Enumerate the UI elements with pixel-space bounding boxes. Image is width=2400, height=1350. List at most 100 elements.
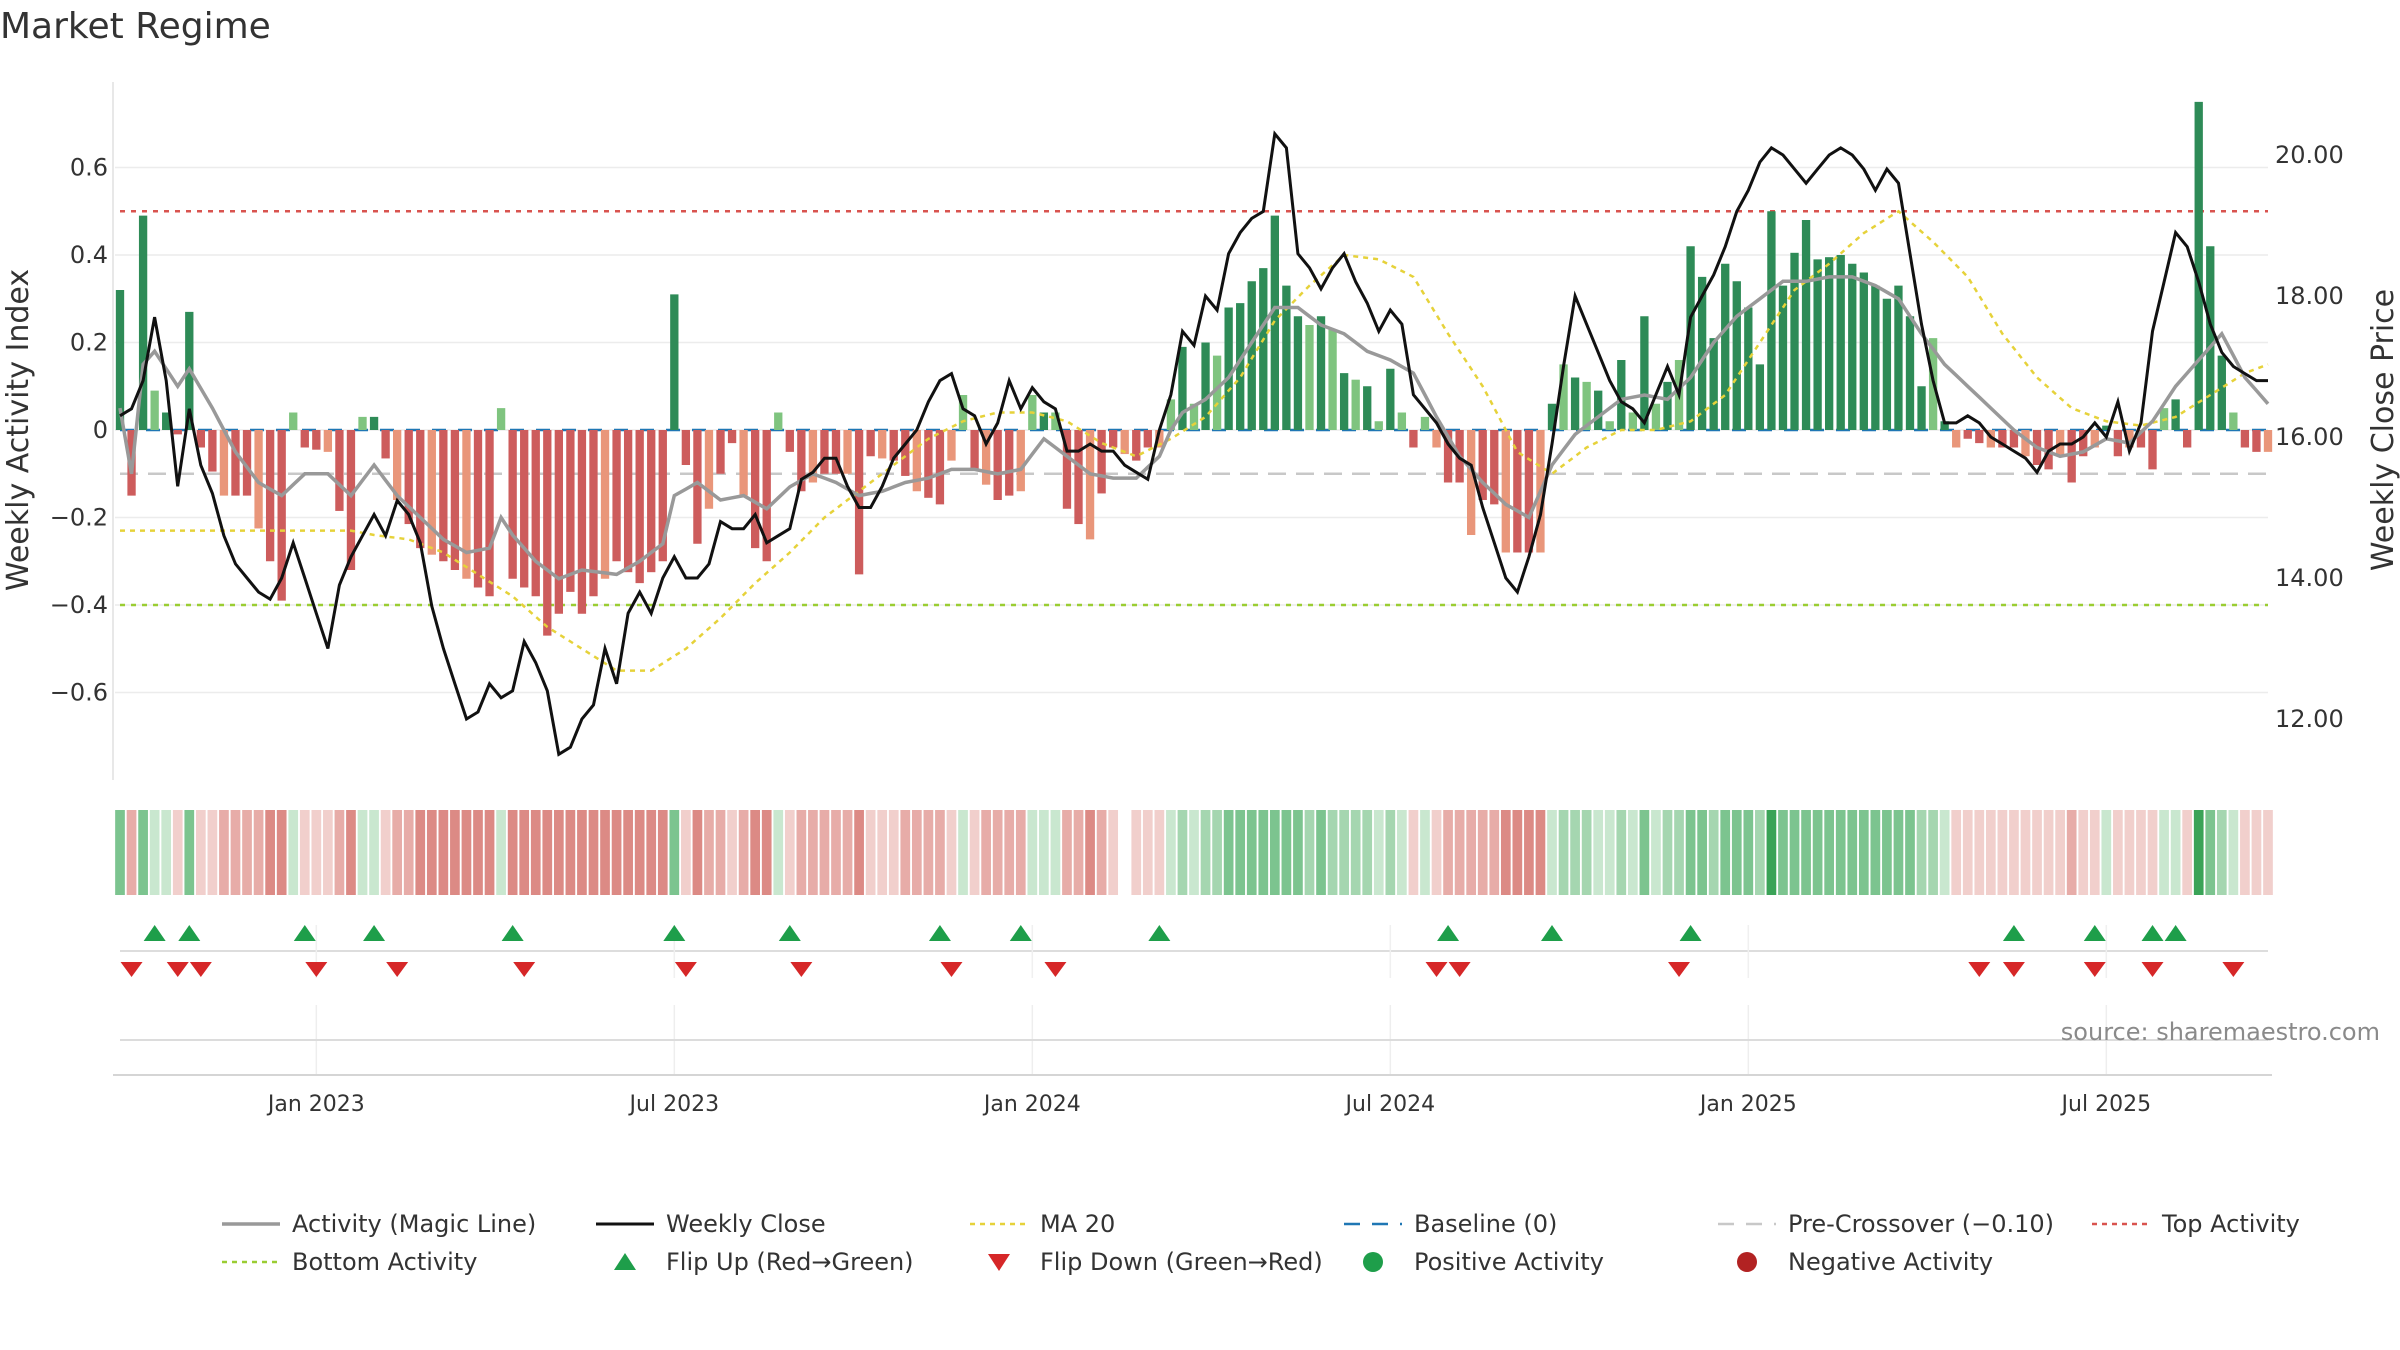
left-tick-label: 0.4 [70,241,108,269]
legend-item-pre: Pre-Crossover (−0.10) [1718,1210,2054,1238]
activity-bar [265,430,275,562]
source-text: source: sharemaestro.com [2061,1018,2380,1046]
regime-cell [115,810,125,895]
regime-cell [715,810,726,895]
activity-bar [1605,421,1614,430]
legend-label: Pre-Crossover (−0.10) [1788,1210,2054,1238]
left-tick-label: −0.2 [50,504,108,532]
regime-cell [2263,810,2273,895]
activity-bar [1166,399,1176,430]
regime-cell [1212,810,1222,895]
regime-cell [1928,810,1938,895]
regime-cell [276,810,287,895]
activity-bar [1432,430,1441,448]
activity-bar [1109,430,1118,448]
regime-cell [634,810,645,895]
activity-bar [1790,252,1799,430]
ma20-line [120,209,2269,672]
regime-cell [2228,810,2239,895]
activity-bar [254,430,263,529]
regime-cell [808,810,818,895]
flip-down-marker [940,962,963,977]
legend-label: Baseline (0) [1414,1210,1557,1238]
activity-bar [2206,246,2215,430]
regime-cell [1373,810,1384,895]
regime-cell [1962,810,1973,895]
activity-bar [1617,360,1626,430]
flip-down-marker [2002,962,2025,977]
regime-cell [657,810,668,895]
regime-cell [1824,810,1835,895]
left-tick-label: 0.6 [70,154,108,182]
regime-cell [138,810,148,895]
regime-cell [1766,810,1777,895]
regime-cell [1593,810,1604,895]
activity-bar [981,430,991,485]
activity-bar [681,430,691,465]
regime-cell [311,810,322,895]
regime-cell [1281,810,1292,895]
left-tick-label: 0 [93,416,108,444]
legend-label: Activity (Magic Line) [292,1210,536,1238]
x-tick-label: Jan 2023 [266,1092,365,1117]
activity-bar [219,430,229,496]
activity-bar [1594,390,1603,430]
regime-cell [877,810,888,895]
activity-bar [566,430,575,592]
regime-cell [831,810,841,895]
regime-cell [1397,810,1407,895]
regime-cell [1200,810,1211,895]
x-tick-label: Jan 2024 [982,1092,1081,1117]
regime-cell [230,810,241,895]
date-axis-panel: Jan 2023 Jul 2023 Jan 2024 Jul 2024 Jan 2025… [113,1005,2272,1117]
legend-item-magic: Activity (Magic Line) [222,1210,536,1238]
regime-cell [1004,810,1015,895]
regime-cell [2147,810,2158,895]
activity-bar [924,430,933,498]
regime-cell [1570,810,1580,895]
activity-bar [693,430,702,544]
legend-item-top: Top Activity [2092,1210,2300,1238]
activity-bar [473,430,483,588]
activity-bar [716,430,725,474]
activity-bar [1062,430,1072,509]
legend-label: Bottom Activity [292,1248,477,1276]
activity-bar [1697,276,1707,430]
regime-cell [1870,810,1881,895]
activity-bar [647,430,656,573]
regime-cell [623,810,633,895]
activity-bar [1339,373,1349,430]
activity-bar [1963,430,1972,439]
regime-cell [1916,810,1927,895]
flip-up-marker [778,925,801,941]
regime-cell [669,810,680,895]
activity-bar [1905,316,1915,430]
activity-bar [300,430,309,448]
activity-bar [970,430,979,470]
activity-bar [346,430,356,570]
regime-cell [1627,810,1638,895]
legend-item-flipup: Flip Up (Red→Green) [614,1248,914,1276]
regime-cell [1039,810,1049,895]
legend-item-flipdown: Flip Down (Green→Red) [988,1248,1323,1276]
activity-bar [1767,211,1776,430]
regime-cell [1096,810,1107,895]
regime-cell [2240,810,2250,895]
activity-bar [1651,403,1661,430]
activity-bar [1178,346,1187,430]
activity-bar [1813,259,1822,430]
regime-cell [1547,810,1557,895]
activity-bar [416,430,425,549]
legend: Activity (Magic Line) Weekly Close MA 20 Ba… [222,1210,2300,1276]
flip-up-marker [2164,925,2187,941]
regime-cell [553,810,564,895]
regime-cell [1905,810,1915,895]
regime-cell [819,810,830,895]
legend-item-close: Weekly Close [596,1210,826,1238]
activity-bar [1316,316,1326,430]
flip-down-marker [2222,962,2245,977]
activity-bar [1940,421,1949,430]
regime-cell [1073,810,1084,895]
activity-bar [1132,430,1141,461]
activity-bar [1894,285,1903,430]
